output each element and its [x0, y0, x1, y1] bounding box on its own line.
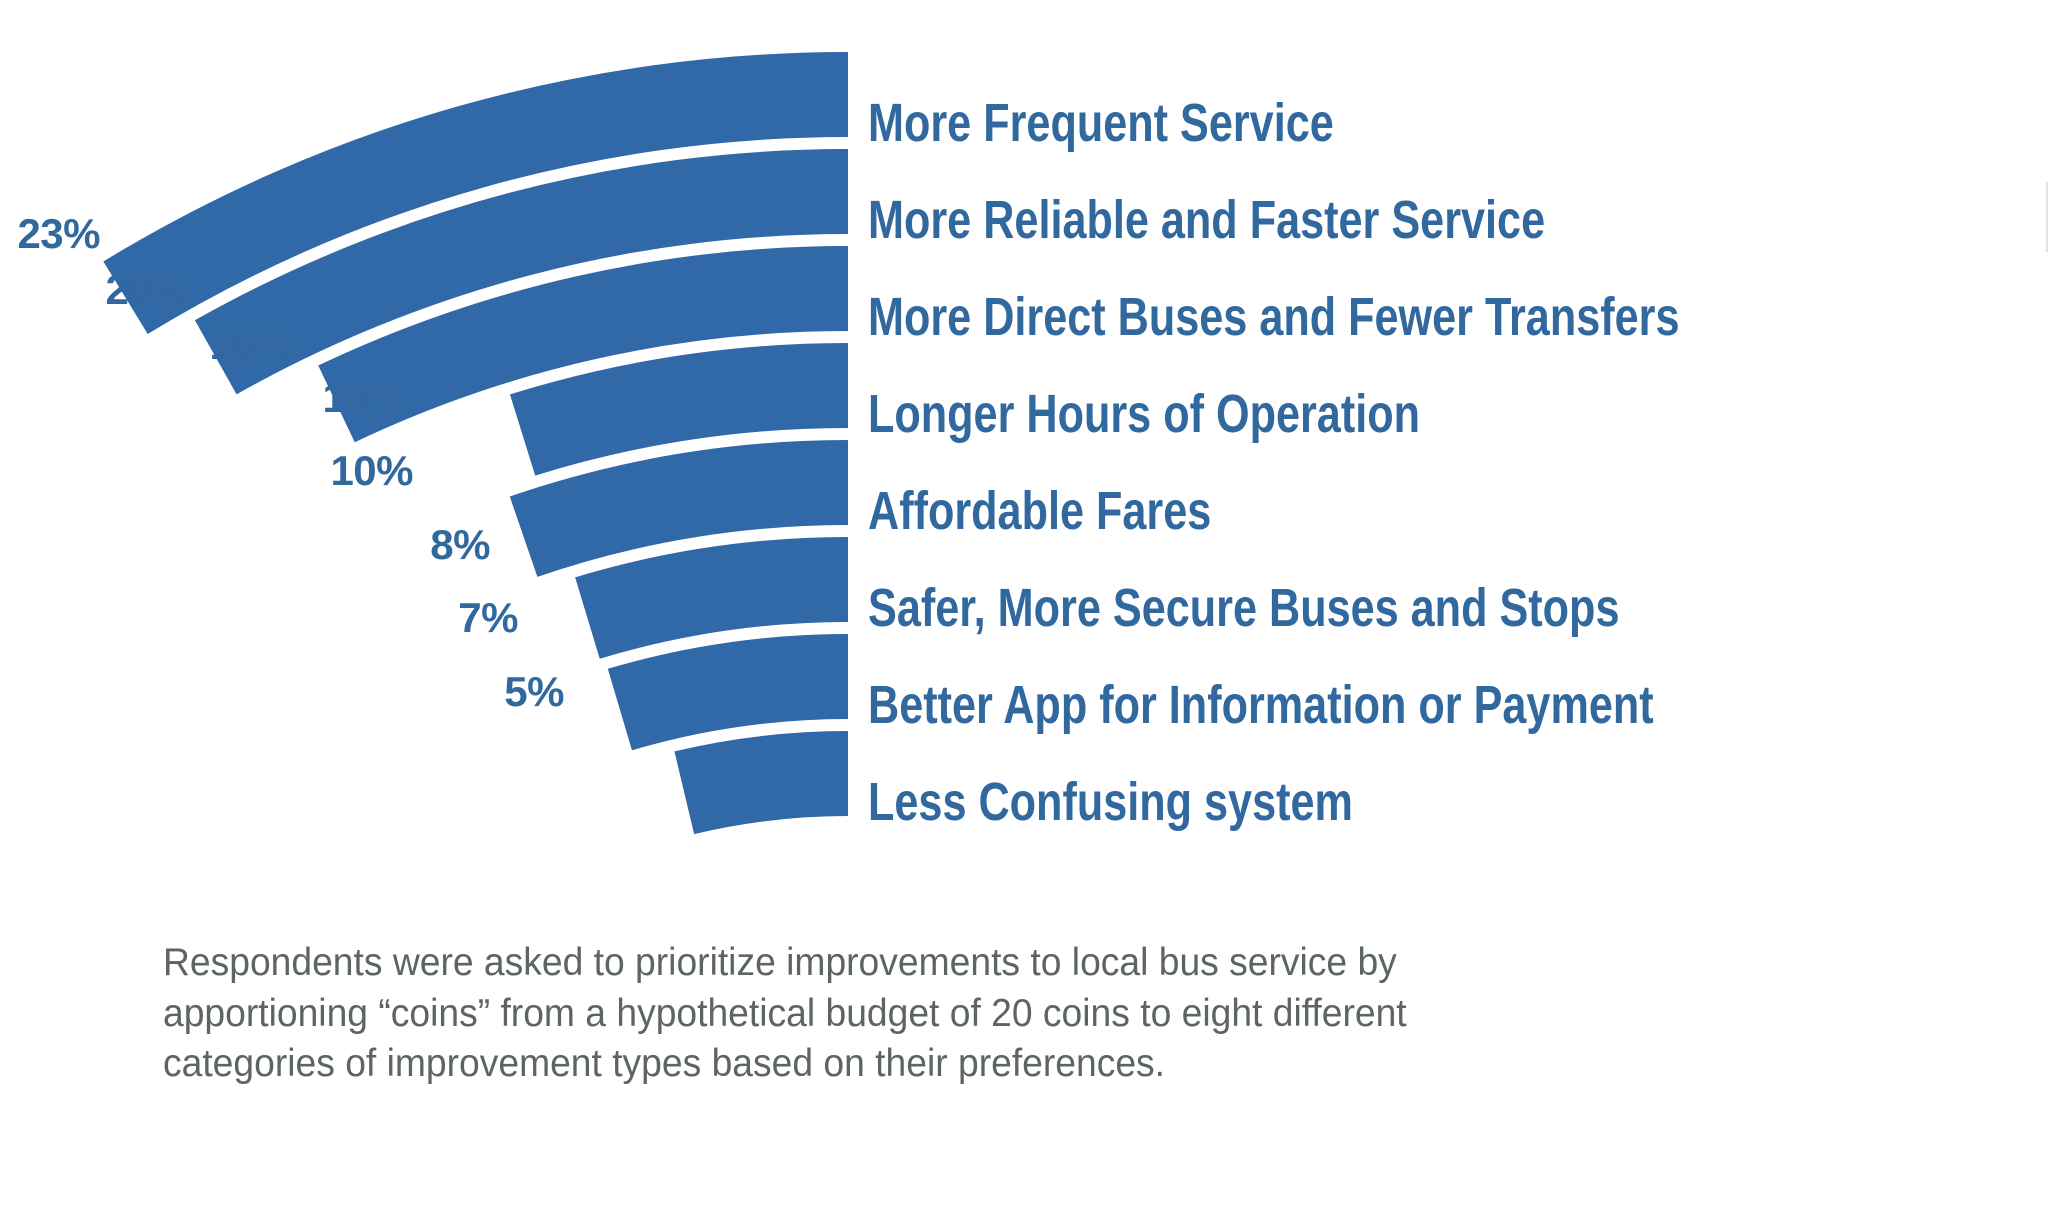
category-label-7: Less Confusing system: [868, 772, 1353, 832]
category-label-5: Safer, More Secure Buses and Stops: [868, 578, 1620, 638]
funnel-bar: [509, 439, 848, 577]
value-label-2: 16%: [209, 321, 292, 368]
value-label-4: 10%: [330, 447, 413, 494]
category-label-1: More Reliable and Faster Service: [868, 190, 1546, 250]
caption-line-2: apportioning “coins” from a hypothetical…: [163, 991, 1407, 1035]
funnel-bar: [194, 149, 848, 395]
funnel-bar: [674, 731, 848, 835]
category-label-6: Better App for Information or Payment: [868, 675, 1654, 735]
value-label-1: 20%: [105, 266, 188, 313]
value-label-3: 10%: [322, 374, 405, 421]
funnel-bar: [607, 634, 848, 751]
funnel-bar: [509, 343, 848, 476]
right-edge-rule: [2045, 182, 2048, 252]
value-label-0: 23%: [17, 210, 100, 257]
category-label-4: Affordable Fares: [868, 481, 1212, 541]
category-label-2: More Direct Buses and Fewer Transfers: [868, 287, 1680, 347]
funnel-bar: [103, 52, 848, 335]
category-label-3: Longer Hours of Operation: [868, 384, 1421, 444]
funnel-chart: 23% 20% 16% 10% 10% 8% 7% 5% More Freque…: [17, 52, 2048, 835]
caption-line-1: Respondents were asked to prioritize imp…: [163, 941, 1397, 984]
value-label-6: 7%: [458, 594, 518, 641]
value-label-5: 8%: [430, 521, 490, 568]
category-label-0: More Frequent Service: [868, 93, 1334, 153]
bars-group: [103, 52, 848, 835]
funnel-bar: [575, 537, 848, 659]
value-label-7: 5%: [504, 668, 564, 715]
funnel-bar: [318, 246, 848, 443]
caption-line-3: categories of improvement types based on…: [163, 1042, 1166, 1086]
funnel-bars-svg: [103, 52, 848, 835]
caption-text: Respondents were asked to prioritize imp…: [163, 938, 1923, 1090]
